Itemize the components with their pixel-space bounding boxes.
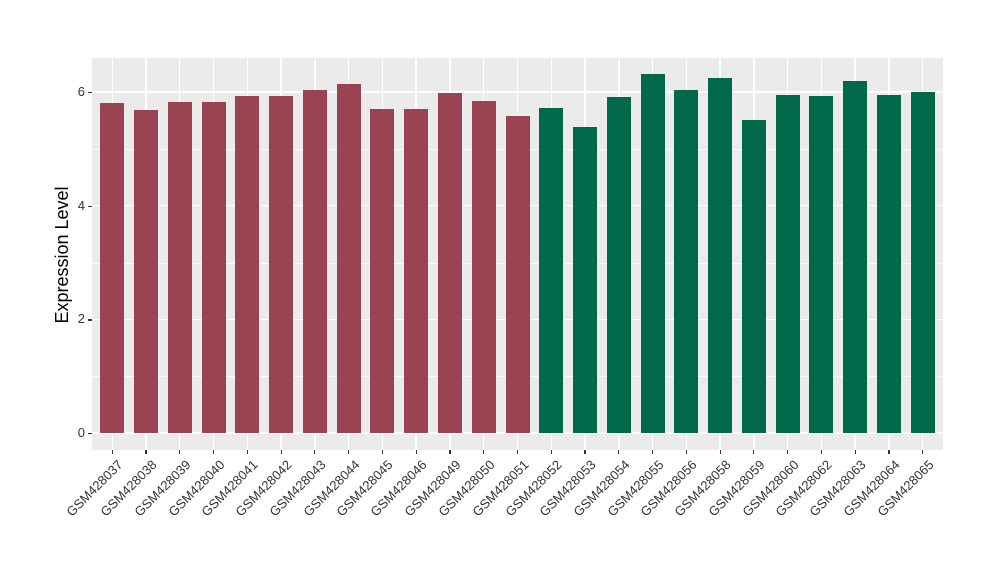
- bar: [303, 89, 327, 433]
- bar: [506, 115, 530, 433]
- bar: [472, 100, 496, 433]
- y-tick-label: 4: [77, 197, 85, 213]
- x-tick-mark: [922, 450, 924, 454]
- bar: [809, 96, 833, 433]
- x-tick-mark: [111, 450, 113, 454]
- y-tick-label: 2: [77, 311, 85, 327]
- bar: [742, 120, 766, 433]
- bar: [202, 101, 226, 433]
- x-tick-mark: [280, 450, 282, 454]
- bar: [607, 96, 631, 433]
- bar: [708, 77, 732, 433]
- x-tick-mark: [820, 450, 823, 454]
- x-tick-mark: [550, 450, 552, 454]
- y-tick-mark: [88, 205, 92, 207]
- x-tick-mark: [415, 450, 417, 454]
- bar: [337, 83, 361, 433]
- x-tick-mark: [787, 450, 789, 454]
- x-tick-mark: [618, 450, 620, 454]
- bar: [134, 109, 158, 433]
- bar: [573, 127, 597, 433]
- bar: [168, 101, 192, 433]
- bar: [539, 107, 563, 433]
- x-tick-mark: [888, 450, 890, 454]
- y-tick-label: 6: [77, 84, 85, 100]
- x-tick-mark: [483, 450, 485, 454]
- y-tick-mark: [88, 92, 92, 94]
- x-tick-mark: [685, 450, 687, 454]
- x-tick-mark: [314, 450, 316, 454]
- bar: [370, 109, 394, 433]
- x-tick-mark: [753, 450, 755, 454]
- bar: [438, 92, 462, 433]
- bar: [100, 103, 124, 433]
- bar: [843, 81, 867, 433]
- x-tick-mark: [145, 450, 147, 454]
- x-tick-mark: [651, 450, 654, 454]
- bar: [911, 91, 935, 433]
- x-tick-mark: [854, 450, 856, 454]
- x-tick-mark: [584, 450, 586, 454]
- x-tick-mark: [348, 450, 350, 454]
- x-tick-mark: [381, 450, 383, 454]
- x-tick-mark: [179, 450, 181, 454]
- plot-panel: [92, 58, 943, 450]
- y-tick-mark: [88, 432, 92, 435]
- bar: [235, 96, 259, 433]
- bar: [404, 108, 428, 433]
- y-tick-label: 0: [77, 424, 85, 440]
- bar: [674, 90, 698, 433]
- x-tick-mark: [449, 450, 451, 454]
- bar: [269, 96, 293, 433]
- x-tick-mark: [719, 450, 721, 454]
- y-tick-mark: [88, 319, 92, 321]
- bar: [776, 94, 800, 433]
- bar: [641, 74, 665, 433]
- x-tick-mark: [246, 450, 248, 454]
- bar: [877, 95, 901, 433]
- x-tick-mark: [212, 450, 215, 454]
- x-tick-mark: [516, 450, 519, 454]
